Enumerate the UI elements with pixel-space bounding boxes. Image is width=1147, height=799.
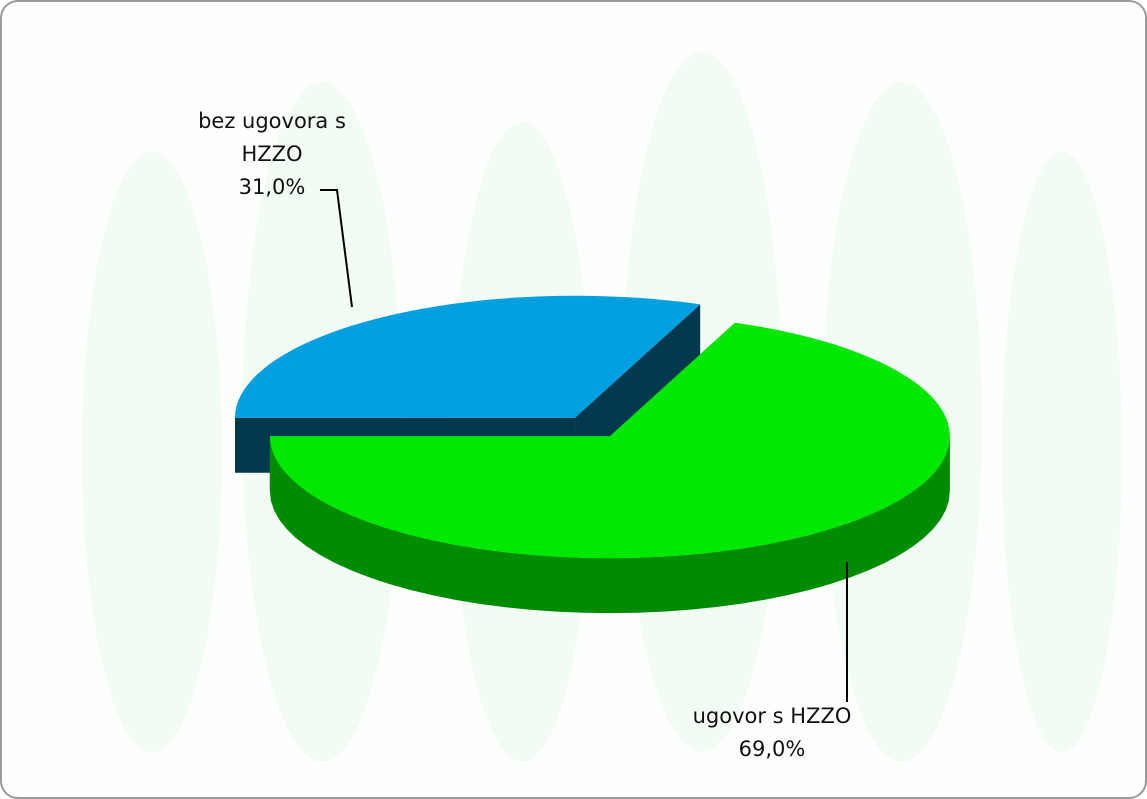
- slice: [269, 322, 950, 559]
- pie: [235, 295, 950, 614]
- value-label: 69,0%: [738, 737, 806, 761]
- category-label: bez ugovora s HZZO: [198, 109, 346, 166]
- value-label: 31,0%: [238, 175, 306, 199]
- slice-side: [269, 436, 950, 614]
- leader-line: [320, 189, 353, 308]
- data-label: bez ugovora s HZZO 31,0%: [192, 105, 352, 204]
- data-label: ugovor s HZZO 69,0%: [647, 700, 897, 766]
- slice: [235, 295, 701, 418]
- category-label: ugovor s HZZO: [692, 704, 852, 728]
- slice-side: [575, 304, 701, 473]
